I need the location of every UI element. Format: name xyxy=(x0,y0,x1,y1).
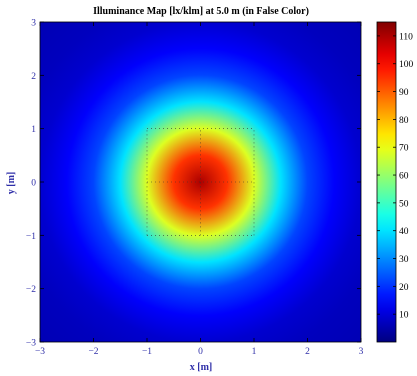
x-axis: −3 −2 −1 0 1 2 3 xyxy=(35,22,364,357)
colorbar-axis: 10 20 30 40 50 60 70 80 90 100 110 xyxy=(377,32,414,321)
y-tick-label: 2 xyxy=(31,72,36,82)
x-tick-label: 2 xyxy=(305,347,310,357)
x-tick-label: 1 xyxy=(252,347,257,357)
y-tick-label: −2 xyxy=(26,285,36,295)
colorbar-frame xyxy=(376,21,397,343)
chart-title: Illuminance Map [lx/klm] at 5.0 m (in Fa… xyxy=(93,6,309,17)
colorbar-tick-label: 20 xyxy=(399,283,409,293)
y-tick-label: 1 xyxy=(31,125,36,135)
x-tick-label: −2 xyxy=(88,347,98,357)
y-axis: −3 −2 −1 0 1 2 3 xyxy=(26,19,361,349)
colorbar-tick-label: 50 xyxy=(399,199,409,209)
colorbar-tick-label: 100 xyxy=(399,60,414,70)
colorbar-tick-label: 90 xyxy=(399,88,409,98)
x-tick-label: 3 xyxy=(359,347,364,357)
y-axis-label: y [m] xyxy=(6,172,17,195)
x-tick-label: −3 xyxy=(35,347,45,357)
colorbar xyxy=(377,22,396,342)
x-axis-label: x [m] xyxy=(190,362,213,373)
grid xyxy=(146,128,255,236)
colorbar-tick-label: 40 xyxy=(399,227,409,237)
colorbar-tick-label: 80 xyxy=(399,116,409,126)
y-tick-label: −1 xyxy=(26,232,36,242)
x-tick-label: 0 xyxy=(198,347,203,357)
colorbar-tick-label: 70 xyxy=(399,144,409,154)
y-tick-label: −3 xyxy=(26,339,36,349)
colorbar-tick-label: 60 xyxy=(399,172,409,182)
colorbar-tick-label: 10 xyxy=(399,311,409,321)
colorbar-tick-label: 30 xyxy=(399,255,409,265)
x-tick-label: −1 xyxy=(142,347,152,357)
y-tick-label: 0 xyxy=(31,179,36,189)
y-tick-label: 3 xyxy=(31,19,36,29)
colorbar-tick-label: 110 xyxy=(399,32,413,42)
heatmap-field xyxy=(40,22,361,342)
